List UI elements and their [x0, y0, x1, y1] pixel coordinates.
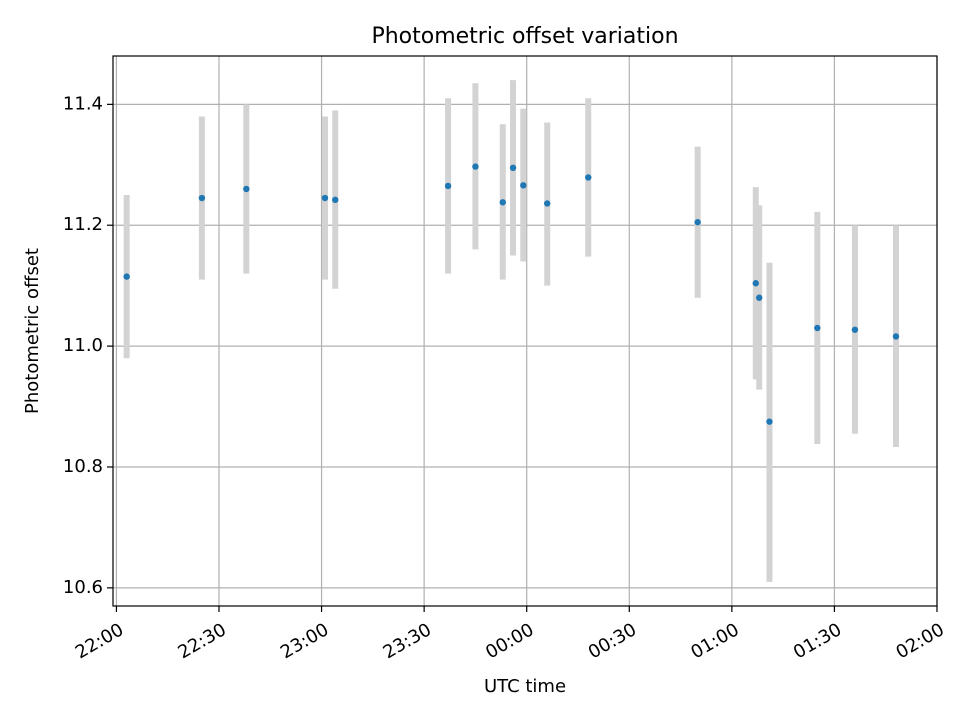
- y-tick-label: 11.0: [63, 335, 103, 356]
- data-points: [123, 163, 900, 425]
- data-point: [851, 326, 859, 333]
- plot-frame: [112, 55, 938, 607]
- chart-title: Photometric offset variation: [371, 24, 678, 49]
- data-point: [892, 333, 900, 340]
- y-tick-label: 10.6: [63, 577, 103, 598]
- data-point: [499, 199, 506, 206]
- data-point: [332, 196, 339, 204]
- data-point: [544, 200, 551, 207]
- data-point: [509, 164, 517, 172]
- data-point: [444, 182, 452, 190]
- data-point: [814, 324, 821, 332]
- data-point: [585, 174, 592, 181]
- data-point: [756, 294, 763, 301]
- y-axis-label: Photometric offset: [22, 248, 43, 414]
- data-point: [198, 194, 206, 202]
- x-axis-label: UTC time: [484, 676, 566, 697]
- data-point: [243, 185, 250, 193]
- data-point: [520, 182, 527, 189]
- data-point: [472, 163, 479, 170]
- data-point: [123, 273, 130, 280]
- y-tick-label: 11.2: [63, 214, 103, 235]
- y-axis: 10.6 10.8 11.0 11.2 11.4: [63, 93, 113, 598]
- y-tick-label: 10.8: [63, 456, 103, 477]
- data-point: [766, 418, 773, 425]
- y-tick-label: 11.4: [63, 93, 103, 114]
- data-point: [694, 219, 701, 226]
- data-point: [321, 194, 329, 202]
- data-point: [752, 280, 759, 287]
